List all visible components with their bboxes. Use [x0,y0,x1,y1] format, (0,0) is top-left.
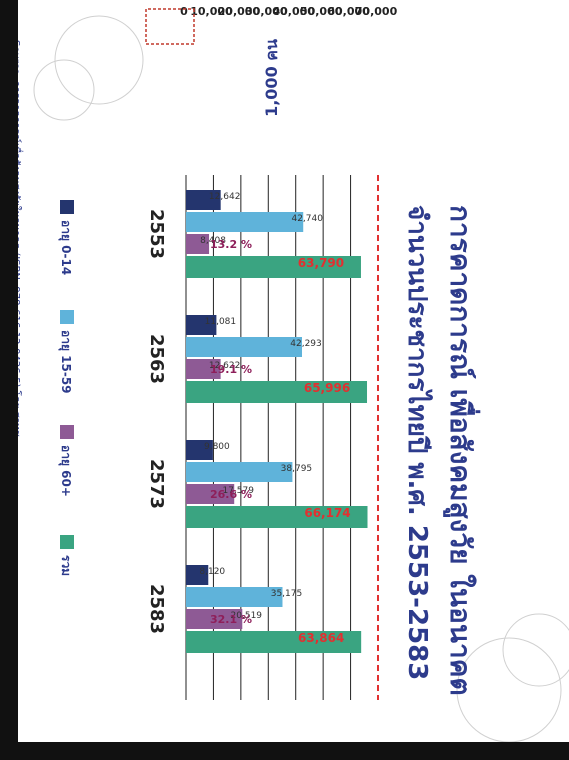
legend-swatch [60,310,74,324]
value-label: 11,081 [205,317,237,327]
bar-4-2553 [186,256,361,278]
legend-label: อายุ 0-14 [58,220,73,275]
bar-1-2583 [186,565,209,585]
bar-2-2563 [186,337,303,357]
value-label: 12,642 [209,192,241,202]
value-label: 42,740 [291,214,323,224]
bar-3-2553 [186,234,210,254]
bar-4-2583 [186,631,362,653]
y-tick-label: 20,000 [218,5,261,18]
chart-title: การคาดการณ์ เพื่อสังคมสูงวัย ในอนาคต [443,205,481,696]
legend-swatch [60,425,74,439]
max-tick-highlight-box [145,8,195,45]
total-value-label: 63,864 [298,631,344,645]
bar-1-2573 [186,440,213,460]
value-label: 8,120 [199,567,225,577]
elderly-percent-label: 32.1 % [210,613,252,626]
data-labels: 12,642 42,740 8,408 63,790 13.2 % 11,081 42,29… [199,192,350,645]
legend-label: รวม [59,555,73,576]
legend-swatch [60,200,74,214]
y-tick-label: 30,000 [245,5,288,18]
molecule-cell [33,59,95,121]
y-tick-label: 0 [180,5,188,18]
total-value-label: 66,174 [304,506,350,520]
legend-label: อายุ 15-59 [58,330,73,394]
y-tick-label: 70,000 [355,5,398,18]
value-label: 9,800 [204,442,230,452]
category-labels: 2553 2563 2573 2583 [146,209,167,634]
elderly-percent-label: 19.1 % [210,363,252,376]
bar-2-2553 [185,212,304,232]
bar-2-2573 [186,462,293,482]
frame-edge-left [0,0,18,760]
elderly-percent-label: 13.2 % [210,238,252,251]
bar-3-2583 [186,609,243,629]
y-axis-ticks: 0 10,00020,00030,00040,00050,00060,00070,… [180,5,397,18]
chart-subtitle: จำนวนประชากรไทยปี พ.ศ. 2553-2583 [402,205,434,680]
y-tick-label: 10,000 [190,5,233,18]
bars [185,190,368,653]
bar-2-2583 [186,587,283,607]
category-label: 2583 [146,584,167,634]
legend-swatch [60,535,74,549]
value-label: 12,622 [209,361,241,371]
category-label: 2553 [146,209,167,259]
value-label: 20,519 [231,611,263,621]
y-tick-label: 60,000 [327,5,370,18]
category-label: 2563 [146,334,167,384]
total-value-label: 65,996 [304,381,350,395]
value-label: 42,293 [290,339,322,349]
molecule-cell [502,613,569,687]
value-label: 17,579 [222,486,254,496]
bar-4-2573 [186,506,368,528]
frame-edge-bottom [0,742,569,760]
y-axis-label: 1,000 คน [262,39,281,117]
y-tick-label: 50,000 [300,5,343,18]
legend-label: อายุ 60+ [58,445,73,497]
bar-3-2573 [185,484,235,504]
legend: อายุ 0-14 อายุ 15-59 อายุ 60+ รวม [58,200,74,576]
total-value-label: 63,790 [298,256,344,270]
value-label: 38,795 [281,464,313,474]
bar-4-2563 [186,381,368,403]
bar-1-2563 [185,315,217,335]
category-label: 2573 [146,459,167,509]
molecule-cell [54,15,144,105]
y-tick-label: 40,000 [272,5,315,18]
bar-3-2563 [185,359,221,379]
value-label: 35,175 [271,589,303,599]
bar-1-2553 [186,190,221,210]
elderly-percent-label: 26.6 % [210,488,252,501]
value-label: 8,408 [200,236,226,246]
